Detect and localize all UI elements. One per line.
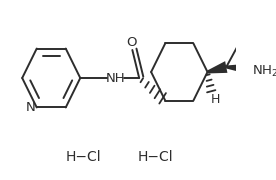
Text: N: N bbox=[26, 101, 36, 114]
Text: O: O bbox=[126, 35, 137, 48]
Text: NH$_2$: NH$_2$ bbox=[252, 64, 276, 78]
Polygon shape bbox=[226, 64, 251, 75]
Text: H−Cl: H−Cl bbox=[66, 150, 102, 164]
Polygon shape bbox=[207, 61, 227, 73]
Text: H−Cl: H−Cl bbox=[138, 150, 173, 164]
Text: H: H bbox=[211, 93, 220, 105]
Text: NH: NH bbox=[105, 71, 125, 84]
